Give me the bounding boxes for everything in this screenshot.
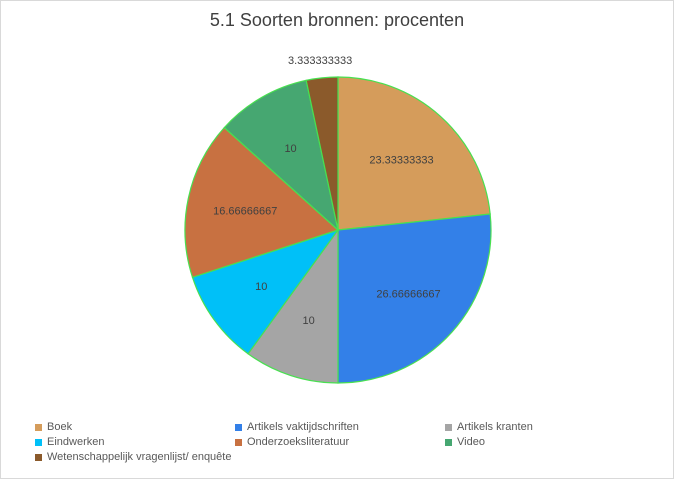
data-label-onderzoeksliteratuur: 16.66666667 xyxy=(213,205,277,217)
data-label-artikels-kranten: 10 xyxy=(303,315,315,327)
legend-label: Onderzoeksliteratuur xyxy=(247,436,350,448)
legend-swatch xyxy=(235,438,242,446)
pie-slice-artikels-kranten xyxy=(247,228,339,384)
legend-label: Wetenschappelijk vragenlijst/ enquête xyxy=(47,451,232,463)
legend-label: Eindwerken xyxy=(47,436,105,448)
pie-slice-boek xyxy=(337,76,491,231)
legend-label: Artikels kranten xyxy=(457,421,533,433)
legend-label: Artikels vaktijdschriften xyxy=(247,421,359,433)
legend-swatch xyxy=(35,438,42,446)
legend-swatch xyxy=(445,438,452,446)
pie-slice-onderzoeksliteratuur xyxy=(184,126,340,279)
data-label-artikels-vaktijdschriften: 26.66666667 xyxy=(376,288,440,300)
legend-label: Boek xyxy=(47,421,73,433)
legend-item-artikels-kranten: Artikels kranten xyxy=(445,421,533,433)
legend-swatch xyxy=(35,453,42,461)
data-label-wetenschappelijk-vragenlijst-enqu-te: 3.333333333 xyxy=(288,55,352,67)
legend-swatch xyxy=(235,423,242,431)
legend-swatch xyxy=(445,423,452,431)
pie-slice-artikels-vaktijdschriften xyxy=(337,213,492,384)
chart-title: 5.1 Soorten bronnen: procenten xyxy=(209,10,465,30)
legend-item-boek: Boek xyxy=(35,421,72,433)
pie-slice-video xyxy=(223,79,339,232)
pie-slice-eindwerken xyxy=(191,228,340,355)
data-label-boek: 23.33333333 xyxy=(369,155,433,167)
pie-chart: 23.33333333 26.66666667 10 10 16.66666667 10 3… xyxy=(184,55,492,384)
data-label-video: 10 xyxy=(284,143,296,155)
legend-item-eindwerken: Eindwerken xyxy=(35,436,104,448)
legend-swatch xyxy=(35,423,42,431)
legend-item-onderzoeksliteratuur: Onderzoeksliteratuur xyxy=(235,436,349,448)
legend-label: Video xyxy=(457,436,485,448)
legend-item-video: Video xyxy=(445,436,485,448)
pie-slice-wetenschappelijk-vragenlijst-enqu-te xyxy=(305,76,339,231)
legend-item-artikels-vaktijdschriften: Artikels vaktijdschriften xyxy=(235,421,359,433)
legend-item-wetenschappelijk-vragenlijst-enqu-te: Wetenschappelijk vragenlijst/ enquête xyxy=(35,451,231,463)
data-label-eindwerken: 10 xyxy=(255,281,267,293)
